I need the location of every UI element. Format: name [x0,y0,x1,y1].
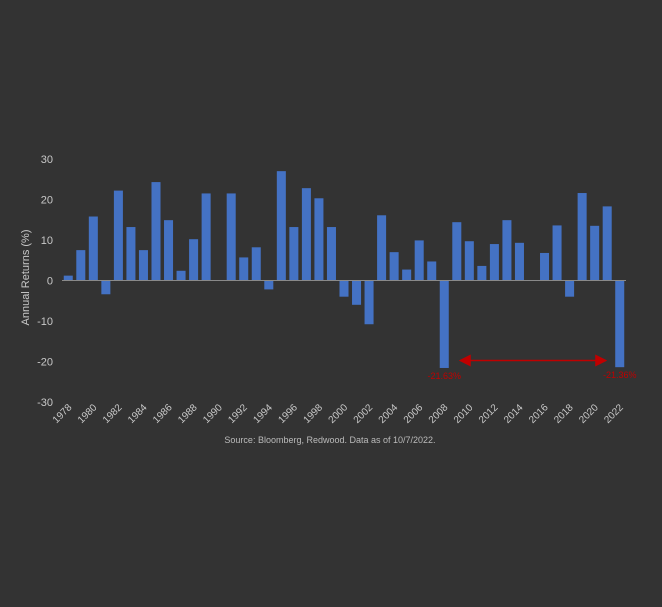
bar-2003 [377,215,387,281]
bar-2001 [352,280,362,305]
bar-1979 [76,250,86,281]
bar-2022 [615,280,625,368]
bar-2012 [489,244,499,281]
x-tick-label: 2014 [502,402,526,426]
x-tick-label: 1998 [302,402,326,426]
bar-1983 [126,227,136,281]
bar-1978 [63,275,73,281]
bar-2008 [439,280,449,368]
x-tick-label: 2008 [427,402,451,426]
x-axis-ticks: 1978 1980 1982 1984 1986 1988 1990 1992 1994 1996… [51,402,626,426]
bar-1998 [314,198,324,281]
bar-2013 [502,220,512,281]
x-tick-label: 2010 [452,402,476,426]
y-tick-label: 10 [41,235,53,247]
bar-1991 [226,193,236,281]
y-tick-label: -10 [37,316,53,328]
bar-2005 [402,269,412,281]
x-tick-label: 1978 [51,402,75,426]
bar-1997 [301,188,311,281]
bar-1992 [239,257,249,281]
bar-2018 [565,280,575,297]
x-tick-label: 2002 [352,402,376,426]
bar-2000 [339,280,349,297]
bar-2016 [540,252,550,281]
y-axis-title-group: Annual Returns (%) [20,230,32,326]
bars [63,171,625,368]
x-tick-label: 2020 [577,402,601,426]
x-tick-label: 2000 [327,402,351,426]
bar-2021 [602,206,612,281]
bar-1984 [138,250,148,281]
bar-2009 [452,222,462,281]
x-tick-label: 2022 [602,402,626,426]
x-tick-label: 1990 [201,402,225,426]
bar-1995 [276,171,286,281]
bar-1982 [113,190,123,281]
bar-1985 [151,182,161,281]
bar-2019 [577,193,587,281]
bar-2006 [414,240,424,281]
x-tick-label: 1982 [101,402,125,426]
x-tick-label: 1986 [151,402,175,426]
data-label-2022: -21.36% [603,370,637,380]
bar-2004 [389,252,399,281]
bar-2011 [477,265,487,281]
bar-2017 [552,225,562,281]
bar-1980 [88,216,98,281]
x-tick-label: 2012 [477,402,501,426]
y-tick-label: 0 [47,276,53,288]
x-tick-label: 2018 [552,402,576,426]
data-label-2008: -21.63% [428,371,462,381]
bar-2014 [514,242,524,281]
bar-1989 [201,193,211,281]
bar-2010 [464,241,474,281]
bar-1981 [101,280,111,295]
source-note: Source: Bloomberg, Redwood. Data as of 1… [224,435,435,445]
y-tick-label: 30 [41,154,53,166]
y-tick-label: -20 [37,357,53,369]
x-tick-label: 1988 [176,402,200,426]
x-tick-label: 1992 [226,402,250,426]
x-tick-label: 2016 [527,402,551,426]
x-tick-label: 2006 [402,402,426,426]
bar-2002 [364,280,374,325]
bar-1999 [326,227,336,281]
bar-1993 [251,247,261,281]
y-tick-label: 20 [41,195,53,207]
x-tick-label: 1994 [251,402,275,426]
data-labels: -21.63% -21.36% [428,370,637,381]
bar-1996 [289,227,299,281]
y-tick-label: -30 [37,397,53,409]
bar-1986 [164,220,174,281]
y-axis-ticks: 30 20 10 0 -10 -20 -30 [37,154,53,409]
bar-1987 [176,270,186,281]
x-tick-label: 1996 [276,402,300,426]
x-tick-label: 2004 [377,402,401,426]
bar-2020 [590,225,600,281]
bar-2007 [427,261,437,281]
x-tick-label: 1980 [76,402,100,426]
bar-1994 [264,280,274,290]
bar-1988 [189,239,199,281]
y-axis-title: Annual Returns (%) [20,230,32,326]
x-tick-label: 1984 [126,402,150,426]
